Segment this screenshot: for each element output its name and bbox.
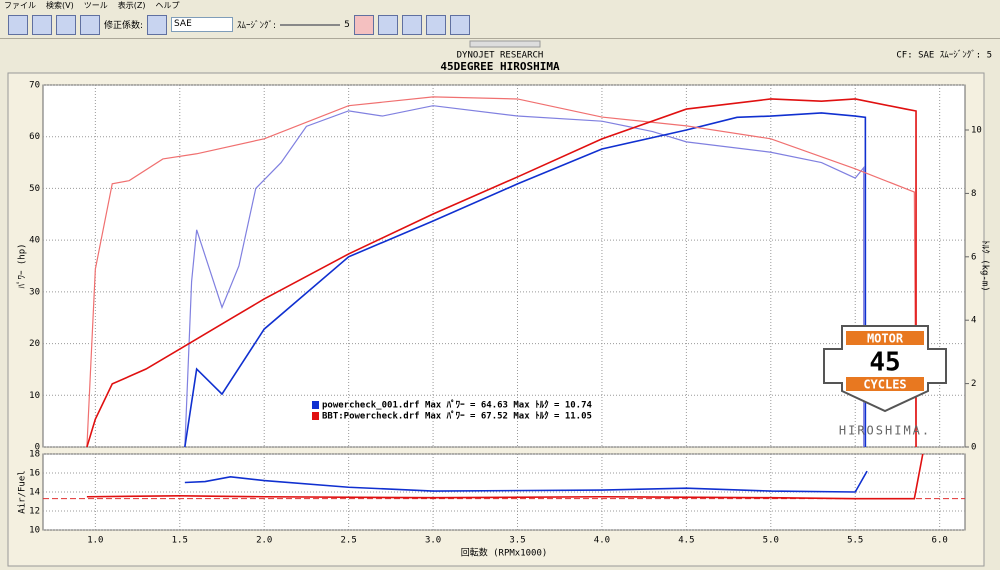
legend-label: BBT:Powercheck.drf Max ﾊﾟﾜｰ = 67.52 Max …: [322, 410, 592, 422]
header-title: 45DEGREE HIROSHIMA: [440, 60, 560, 73]
menu-item[interactable]: 検索(V): [46, 1, 74, 10]
plot-frame: [42, 84, 966, 448]
y2-tick-label: 8: [971, 189, 976, 199]
logo-band: [846, 377, 924, 391]
menu-item[interactable]: ツール: [83, 1, 108, 10]
y-tick-label: 14: [29, 488, 40, 498]
data-line: [86, 453, 924, 500]
legend-swatch: [312, 401, 319, 409]
toolbar: 修正係数: SAE ｽﾑｰｼﾞﾝｸﾞ: 5: [0, 11, 1000, 39]
menu-item[interactable]: 表示(Z): [117, 1, 146, 10]
tool-button[interactable]: [377, 14, 398, 35]
x-tick-label: 5.5: [847, 536, 863, 546]
data-line: [86, 96, 917, 448]
y2-axis-label: ﾄﾙｸ (kg-m): [980, 240, 991, 291]
header-cf: CF: SAE ｽﾑｰｼﾞﾝｸﾞ: 5: [896, 50, 992, 61]
menu-bar: ファイル 検索(V) ツール 表示(Z) ヘルプ: [0, 0, 1000, 11]
smoothing-value: 5: [344, 19, 350, 30]
logo-top: MOTOR: [867, 332, 904, 346]
legend-swatch: [312, 412, 319, 420]
y-tick-label: 0: [35, 443, 40, 453]
y-tick-label: 50: [29, 184, 40, 194]
select[interactable]: SAE: [171, 17, 234, 32]
splitter[interactable]: [469, 40, 541, 48]
y-tick-label: 10: [29, 391, 40, 401]
toolbar-label: 修正係数:: [104, 21, 144, 31]
menu-item[interactable]: ヘルプ: [155, 1, 180, 10]
tool-button[interactable]: [353, 14, 374, 35]
tool-button[interactable]: [425, 14, 446, 35]
y-tick-label: 20: [29, 339, 40, 349]
x-axis-label: 回転数 (RPMx1000): [461, 547, 548, 559]
logo-band: [846, 331, 924, 345]
x-tick-label: 2.0: [256, 536, 272, 546]
x-tick-label: 1.0: [87, 536, 103, 546]
smoothing-label: ｽﾑｰｼﾞﾝｸﾞ:: [237, 21, 277, 31]
tool-button[interactable]: [449, 14, 470, 35]
y-tick-label: 40: [29, 236, 40, 246]
data-line: [184, 112, 867, 448]
y-tick-label: 60: [29, 132, 40, 142]
chart-area: DYNOJET RESEARCH 45DEGREE HIROSHIMA CF: …: [0, 39, 1000, 570]
data-line: [184, 470, 868, 493]
x-tick-label: 4.0: [594, 536, 610, 546]
y2-tick-label: 10: [971, 126, 982, 136]
y-tick-label: 12: [29, 507, 40, 517]
x-tick-label: 1.5: [172, 536, 188, 546]
x-tick-label: 4.5: [678, 536, 694, 546]
x-tick-label: 2.5: [341, 536, 357, 546]
x-tick-label: 3.0: [425, 536, 441, 546]
y-axis-label: ﾊﾟﾜｰ (hp): [17, 243, 28, 288]
y-tick-label: 10: [29, 526, 40, 536]
header-top: DYNOJET RESEARCH: [457, 51, 544, 61]
x-tick-label: 6.0: [932, 536, 948, 546]
tool-button[interactable]: [80, 14, 100, 35]
x-tick-label: 5.0: [763, 536, 779, 546]
slider[interactable]: [280, 23, 341, 26]
data-line: [86, 98, 917, 448]
logo-number: 45: [869, 348, 900, 378]
y-tick-label: 70: [29, 81, 40, 91]
y-axis-label: Air/Fuel: [18, 470, 28, 513]
tool-button[interactable]: [147, 14, 168, 35]
tool-button[interactable]: [56, 14, 76, 35]
x-tick-label: 3.5: [509, 536, 525, 546]
tool-button[interactable]: [8, 14, 28, 35]
y-tick-label: 18: [29, 450, 40, 460]
y2-tick-label: 2: [971, 379, 976, 389]
logo-bottom: CYCLES: [863, 378, 906, 392]
y2-tick-label: 0: [971, 443, 976, 453]
tool-button[interactable]: [401, 14, 422, 35]
logo-city: HIROSHIMA.: [839, 424, 931, 438]
legend-label: powercheck_001.drf Max ﾊﾟﾜｰ = 64.63 Max …: [322, 399, 592, 411]
data-line: [184, 105, 865, 448]
y2-tick-label: 6: [971, 252, 976, 262]
y-tick-label: 16: [29, 469, 40, 479]
y2-tick-label: 4: [971, 316, 976, 326]
tool-button[interactable]: [32, 14, 52, 35]
logo: MOTOR 45 CYCLES HIROSHIMA.: [823, 325, 947, 438]
y-tick-label: 30: [29, 287, 40, 297]
menu-item[interactable]: ファイル: [4, 1, 36, 10]
